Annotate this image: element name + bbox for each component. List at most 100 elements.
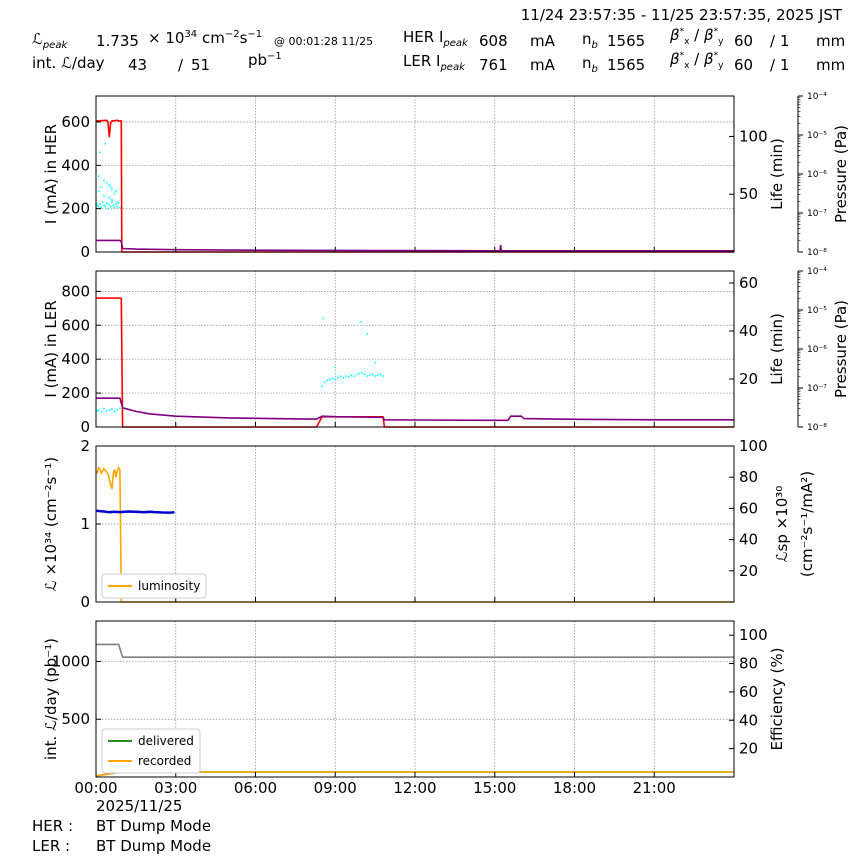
peak-luminosity-unit: × 1034 cm−2s−1 xyxy=(148,29,263,47)
pressure-point xyxy=(350,374,352,377)
pressure-point xyxy=(108,203,111,206)
pressure-point xyxy=(371,373,374,376)
pressure-point xyxy=(116,201,119,203)
x-tick-label: 00:00 xyxy=(74,779,117,797)
y-tick-label: 2 xyxy=(80,437,90,455)
pressure-point xyxy=(96,204,99,207)
her-beta-label: β*x / β*y xyxy=(670,26,724,47)
pressure-point xyxy=(109,186,112,188)
pressure-point xyxy=(108,184,111,186)
pressure-point xyxy=(382,375,384,377)
pressure-axis-label: Pressure (Pa) xyxy=(832,125,850,223)
int-luminosity-value: 43 xyxy=(128,56,148,74)
peak-luminosity-label: ℒpeak xyxy=(32,30,68,51)
her-mode-value: BT Dump Mode xyxy=(96,817,212,835)
pressure-point xyxy=(369,374,371,377)
pressure-point xyxy=(361,371,363,374)
y2-tick-label: 40 xyxy=(739,711,758,729)
int-luminosity-slash: / xyxy=(178,56,184,74)
pressure-tick-label: 10⁻⁶ xyxy=(807,170,827,180)
y2-axis-label: ℒsp ×10³⁰ xyxy=(773,486,791,563)
y-axis-label: ℒ ×10³⁴ (cm⁻²s⁻¹) xyxy=(42,457,60,591)
y-tick-label: 1 xyxy=(80,515,90,533)
pressure-point xyxy=(326,379,329,382)
pressure-point xyxy=(345,375,347,377)
int-luminosity-unit: pb−1 xyxy=(248,51,282,69)
pressure-point xyxy=(329,378,331,381)
pressure-tick-label: 10⁻⁴ xyxy=(807,267,827,277)
y2-tick-label: 80 xyxy=(739,468,758,486)
ler-beta-ratio: / 1 xyxy=(770,56,790,74)
x-tick-label: 18:00 xyxy=(553,779,596,797)
pressure-point xyxy=(107,207,109,210)
pressure-point xyxy=(112,204,115,207)
pressure-tick-label: 10⁻⁶ xyxy=(807,345,827,355)
panel-lum xyxy=(95,445,735,603)
pressure-point xyxy=(116,409,119,411)
y2-tick-label: 100 xyxy=(739,127,768,145)
her-current-value: 608 xyxy=(479,32,508,50)
luminosity-line xyxy=(95,466,734,603)
y-tick-label: 500 xyxy=(61,710,90,728)
pressure-point xyxy=(353,375,355,377)
int-luminosity-total: 51 xyxy=(191,56,211,74)
ler-current-label: LER Ipeak xyxy=(403,52,465,73)
y2-tick-label: 40 xyxy=(739,322,758,340)
y-tick-label: 0 xyxy=(80,243,90,261)
pressure-point xyxy=(100,206,103,209)
y-tick-label: 600 xyxy=(61,113,90,131)
ler-current-value: 761 xyxy=(479,56,508,74)
pressure-point xyxy=(358,372,360,375)
pressure-point xyxy=(113,206,116,209)
pressure-point xyxy=(111,408,113,410)
y2-axis-label: Life (min) xyxy=(768,138,786,210)
y-tick-label: 400 xyxy=(61,350,90,368)
ler-mode-value: BT Dump Mode xyxy=(96,837,212,855)
pressure-point xyxy=(97,205,100,208)
specific-line xyxy=(95,509,175,514)
ler-nb-label: nb xyxy=(582,54,598,75)
pressure-point xyxy=(100,410,103,413)
pressure-point xyxy=(104,142,107,145)
x-tick-label: 03:00 xyxy=(154,779,197,797)
pressure-point xyxy=(101,201,104,203)
pressure-point xyxy=(104,205,107,208)
y-axis-label: I (mA) in LER xyxy=(42,300,60,397)
y-tick-label: 600 xyxy=(61,316,90,334)
life-line xyxy=(96,239,734,252)
legend-label: recorded xyxy=(138,754,191,768)
ler-nb-value: 1565 xyxy=(607,56,646,74)
pressure-point xyxy=(99,151,101,154)
her-current-unit: mA xyxy=(530,32,555,50)
pressure-point xyxy=(111,188,113,190)
pressure-point xyxy=(117,202,120,205)
pressure-tick-label: 10⁻⁸ xyxy=(807,423,827,433)
pressure-point xyxy=(103,407,105,410)
pressure-point xyxy=(108,409,111,411)
pressure-axis-label: Pressure (Pa) xyxy=(832,300,850,398)
ler-beta-value: 60 xyxy=(734,56,754,74)
pressure-point xyxy=(322,317,325,320)
pressure-tick-label: 10⁻⁵ xyxy=(807,306,827,316)
her-beta-value: 60 xyxy=(734,32,754,50)
y2-tick-label: 100 xyxy=(739,437,768,455)
pressure-point xyxy=(103,194,105,197)
pressure-point xyxy=(119,206,121,209)
pressure-point xyxy=(105,410,108,412)
y-tick-label: 0 xyxy=(80,418,90,436)
panel-ler xyxy=(95,270,803,428)
x-tick-label: 06:00 xyxy=(234,779,277,797)
pressure-point xyxy=(363,373,366,376)
ler-mode-label: LER : xyxy=(32,837,71,855)
pressure-tick-label: 10⁻⁷ xyxy=(807,209,827,219)
x-tick-label: 12:00 xyxy=(393,779,436,797)
ler-current-unit: mA xyxy=(530,56,555,74)
her-nb-value: 1565 xyxy=(607,32,646,50)
pressure-point xyxy=(99,203,101,206)
pressure-point xyxy=(113,192,116,195)
pressure-point xyxy=(97,190,100,193)
pressure-point xyxy=(95,202,98,205)
y-tick-label: 200 xyxy=(61,200,90,218)
pressure-point xyxy=(342,377,345,379)
pressure-point xyxy=(111,199,113,201)
